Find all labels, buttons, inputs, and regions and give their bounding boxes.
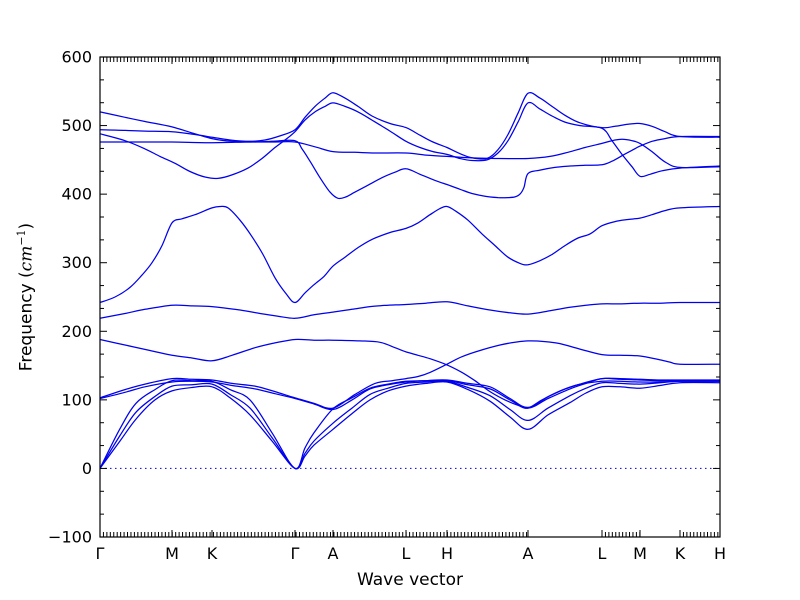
y-tick-label: −100 — [48, 528, 92, 547]
band-path-optical-low-1 — [99, 379, 721, 411]
x-tick-label: A — [523, 544, 534, 563]
y-axis-unit: cm — [16, 245, 37, 272]
x-tick-label: L — [598, 544, 607, 563]
x-axis-title: Wave vector — [100, 570, 720, 590]
x-tick-label: Γ — [291, 544, 300, 563]
y-axis-title-suffix: ) — [16, 222, 37, 230]
x-tick-label: Γ — [96, 544, 105, 563]
y-tick-label: 0 — [82, 459, 92, 478]
band-path-optical-mid-dispersive — [99, 205, 721, 304]
x-axis-title-text: Wave vector — [357, 570, 463, 590]
band-path-optical-mid-flat — [99, 301, 721, 319]
band-path-optical-high-dipper — [99, 111, 721, 200]
y-axis-unit-exponent: −1 — [15, 229, 28, 246]
y-axis-title: Frequency (cm−1) — [15, 147, 41, 447]
y-tick-label: 600 — [61, 48, 92, 67]
band-path-optical-high-dome-inner — [99, 101, 721, 180]
band-path-optical-high-dome-outer — [99, 92, 721, 160]
band-path-optical-low-3 — [99, 338, 720, 409]
y-tick-label: 400 — [61, 185, 92, 204]
band-path-optical-low-2 — [99, 340, 721, 410]
y-tick-label: 500 — [61, 116, 92, 135]
y-tick-label: 300 — [61, 253, 92, 272]
x-tick-label: A — [328, 544, 339, 563]
x-tick-label: K — [675, 544, 686, 563]
band-path-acoustic-1 — [99, 381, 721, 470]
x-tick-label: M — [165, 544, 179, 563]
x-tick-label: K — [207, 544, 218, 563]
band-path-acoustic-3 — [99, 377, 720, 470]
x-tick-label: M — [633, 544, 647, 563]
y-axis-title-prefix: Frequency ( — [16, 271, 37, 372]
band-path-acoustic-2 — [99, 380, 721, 470]
x-tick-label: H — [714, 544, 726, 563]
y-tick-label: 200 — [61, 322, 92, 341]
y-tick-label: 100 — [61, 390, 92, 409]
x-tick-label: H — [441, 544, 453, 563]
x-tick-label: L — [402, 544, 411, 563]
